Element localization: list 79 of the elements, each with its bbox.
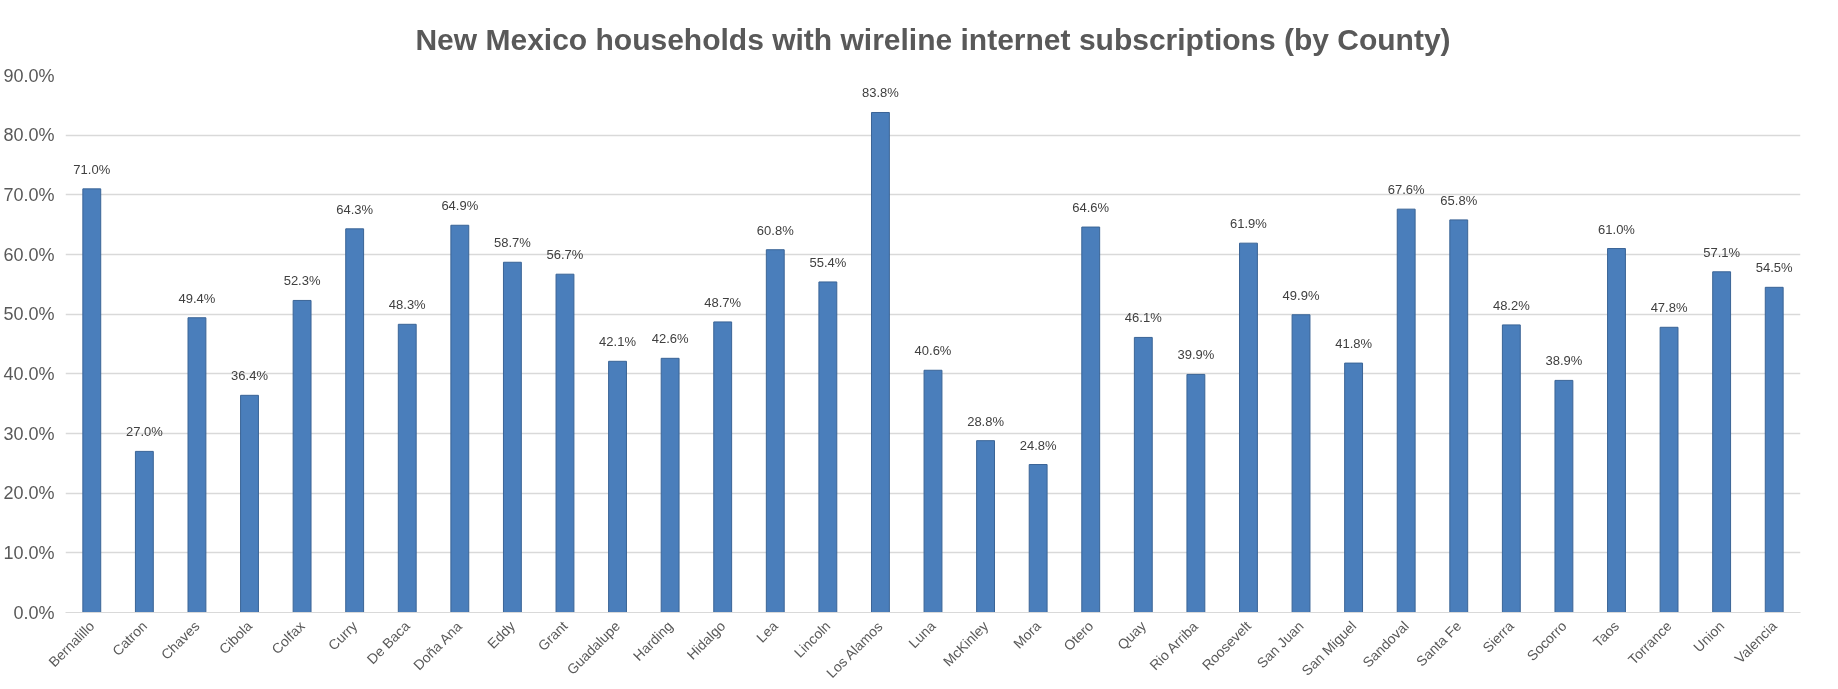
bar — [1028, 464, 1048, 613]
bar — [765, 249, 785, 613]
bar — [1501, 324, 1521, 613]
x-tick-label: Lea — [753, 617, 782, 646]
data-label: 28.8% — [967, 413, 1005, 429]
bar — [187, 317, 207, 613]
bar — [134, 450, 154, 613]
data-label: 58.7% — [493, 235, 532, 251]
bar — [1712, 271, 1732, 613]
data-label: 48.2% — [1492, 297, 1531, 313]
y-tick-label: 60.0% — [3, 244, 55, 265]
data-label: 27.0% — [125, 424, 164, 440]
y-tick-label: 50.0% — [3, 304, 55, 325]
data-label: 49.4% — [178, 290, 216, 306]
bar — [1554, 379, 1574, 613]
data-label: 61.0% — [1598, 221, 1636, 237]
data-label: 42.6% — [651, 331, 689, 347]
data-label: 46.1% — [1124, 310, 1163, 326]
bar — [923, 369, 943, 613]
data-label: 67.6% — [1387, 182, 1426, 198]
data-label: 64.9% — [441, 198, 479, 214]
bar — [240, 394, 259, 613]
bar — [1396, 208, 1416, 613]
bar — [1764, 286, 1784, 613]
data-label: 39.9% — [1177, 347, 1215, 363]
y-tick-label: 40.0% — [3, 363, 55, 384]
bar — [82, 188, 102, 613]
bar — [976, 440, 996, 613]
bar — [397, 323, 417, 613]
bar — [1081, 226, 1101, 613]
data-label: 54.5% — [1755, 260, 1794, 276]
data-label: 47.8% — [1650, 300, 1688, 316]
y-tick-label: 80.0% — [3, 125, 55, 146]
y-tick-label: 90.0% — [3, 65, 55, 86]
bar — [1607, 248, 1626, 613]
bar — [502, 261, 522, 613]
bar — [1344, 362, 1364, 613]
data-label: 65.8% — [1440, 192, 1478, 208]
x-tick-label: Taos — [1589, 617, 1623, 651]
data-label: 61.9% — [1230, 216, 1268, 232]
data-label: 83.8% — [861, 85, 900, 101]
bar — [818, 281, 838, 613]
y-tick-label: 0.0% — [13, 602, 55, 623]
bar — [1186, 373, 1206, 613]
y-tick-label: 70.0% — [3, 184, 55, 205]
bar — [292, 299, 312, 613]
y-tick-label: 30.0% — [3, 423, 55, 444]
data-label: 48.7% — [704, 294, 742, 310]
bar — [1133, 336, 1153, 613]
bar — [713, 321, 733, 613]
data-label: 64.3% — [336, 201, 374, 217]
bar — [450, 224, 470, 613]
data-label: 24.8% — [1019, 437, 1058, 453]
bar — [608, 360, 627, 613]
bar — [1239, 242, 1258, 613]
bar — [1659, 326, 1679, 613]
data-label: 52.3% — [283, 273, 321, 289]
data-label: 60.8% — [756, 222, 795, 238]
bar — [870, 111, 890, 613]
data-label: 49.9% — [1282, 287, 1320, 303]
data-label: 71.0% — [73, 161, 111, 177]
bar — [555, 273, 575, 613]
chart-title: New Mexico households with wireline internet subscriptions (by County) — [415, 22, 1451, 56]
bar — [345, 228, 365, 613]
bar — [1291, 314, 1311, 613]
data-label: 36.4% — [231, 368, 269, 384]
data-label: 48.3% — [388, 297, 427, 313]
data-label: 57.1% — [1703, 244, 1741, 260]
bar — [660, 357, 680, 613]
bar — [1449, 219, 1469, 613]
y-tick-label: 20.0% — [3, 483, 55, 504]
data-label: 41.8% — [1335, 336, 1373, 352]
data-label: 40.6% — [914, 343, 952, 359]
data-label: 64.6% — [1072, 200, 1110, 216]
data-label: 42.1% — [599, 334, 637, 350]
data-label: 55.4% — [809, 254, 847, 270]
y-tick-label: 10.0% — [3, 542, 55, 563]
data-label: 56.7% — [546, 247, 584, 263]
data-label: 38.9% — [1545, 353, 1583, 369]
